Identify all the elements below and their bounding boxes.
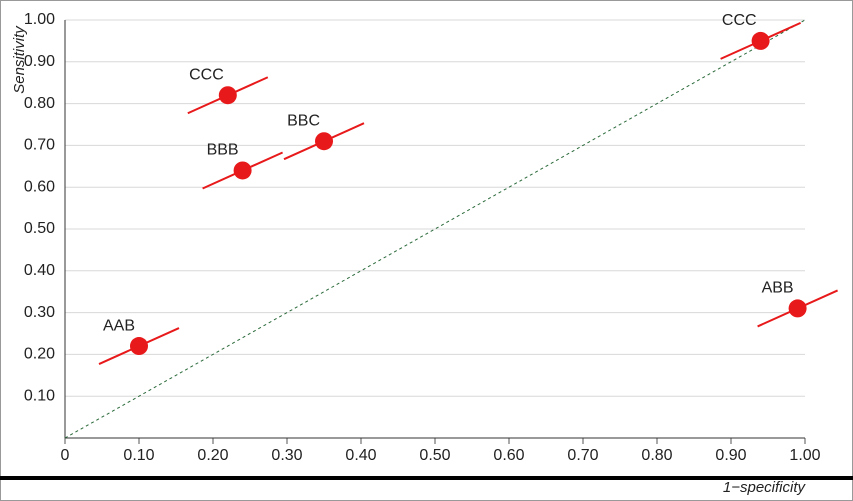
y-tick-label: 0.20 — [24, 346, 55, 363]
point-label: BBC — [287, 112, 320, 129]
point-label: CCC — [722, 12, 757, 29]
point — [130, 337, 148, 355]
point — [219, 86, 237, 104]
y-tick-label: 0.10 — [24, 387, 55, 404]
point-label: CCC — [189, 66, 224, 83]
y-tick-label: 1.00 — [24, 11, 55, 28]
y-tick-label: 0.50 — [24, 220, 55, 237]
x-tick-label: 0.90 — [715, 447, 746, 464]
x-tick-label: 0.70 — [567, 447, 598, 464]
x-tick-label: 0.50 — [419, 447, 450, 464]
y-tick-label: 0.90 — [24, 53, 55, 70]
point — [752, 32, 770, 50]
y-tick-label: 0.70 — [24, 137, 55, 154]
x-tick-label: 0.20 — [197, 447, 228, 464]
point-label: BBB — [207, 142, 239, 159]
y-tick-label: 0.30 — [24, 304, 55, 321]
x-tick-label: 0.30 — [271, 447, 302, 464]
y-tick-label: 0.60 — [24, 178, 55, 195]
y-tick-label: 0.80 — [24, 95, 55, 112]
point — [789, 299, 807, 317]
x-tick-label: 0.80 — [641, 447, 672, 464]
frame — [1, 1, 853, 501]
x-tick-label: 0.10 — [123, 447, 154, 464]
x-tick-label: 1.00 — [789, 447, 820, 464]
point-label: AAB — [103, 317, 135, 334]
point — [234, 161, 252, 179]
x-tick-label: 0.60 — [493, 447, 524, 464]
x-tick-label: 0 — [61, 447, 70, 464]
y-tick-label: 0.40 — [24, 262, 55, 279]
chart: Sensitivity 1−specificity 0.100.200.300.… — [0, 0, 853, 501]
x-axis-title: 1−specificity — [723, 479, 807, 496]
point-label: ABB — [762, 280, 794, 297]
point — [315, 132, 333, 150]
x-tick-label: 0.40 — [345, 447, 376, 464]
